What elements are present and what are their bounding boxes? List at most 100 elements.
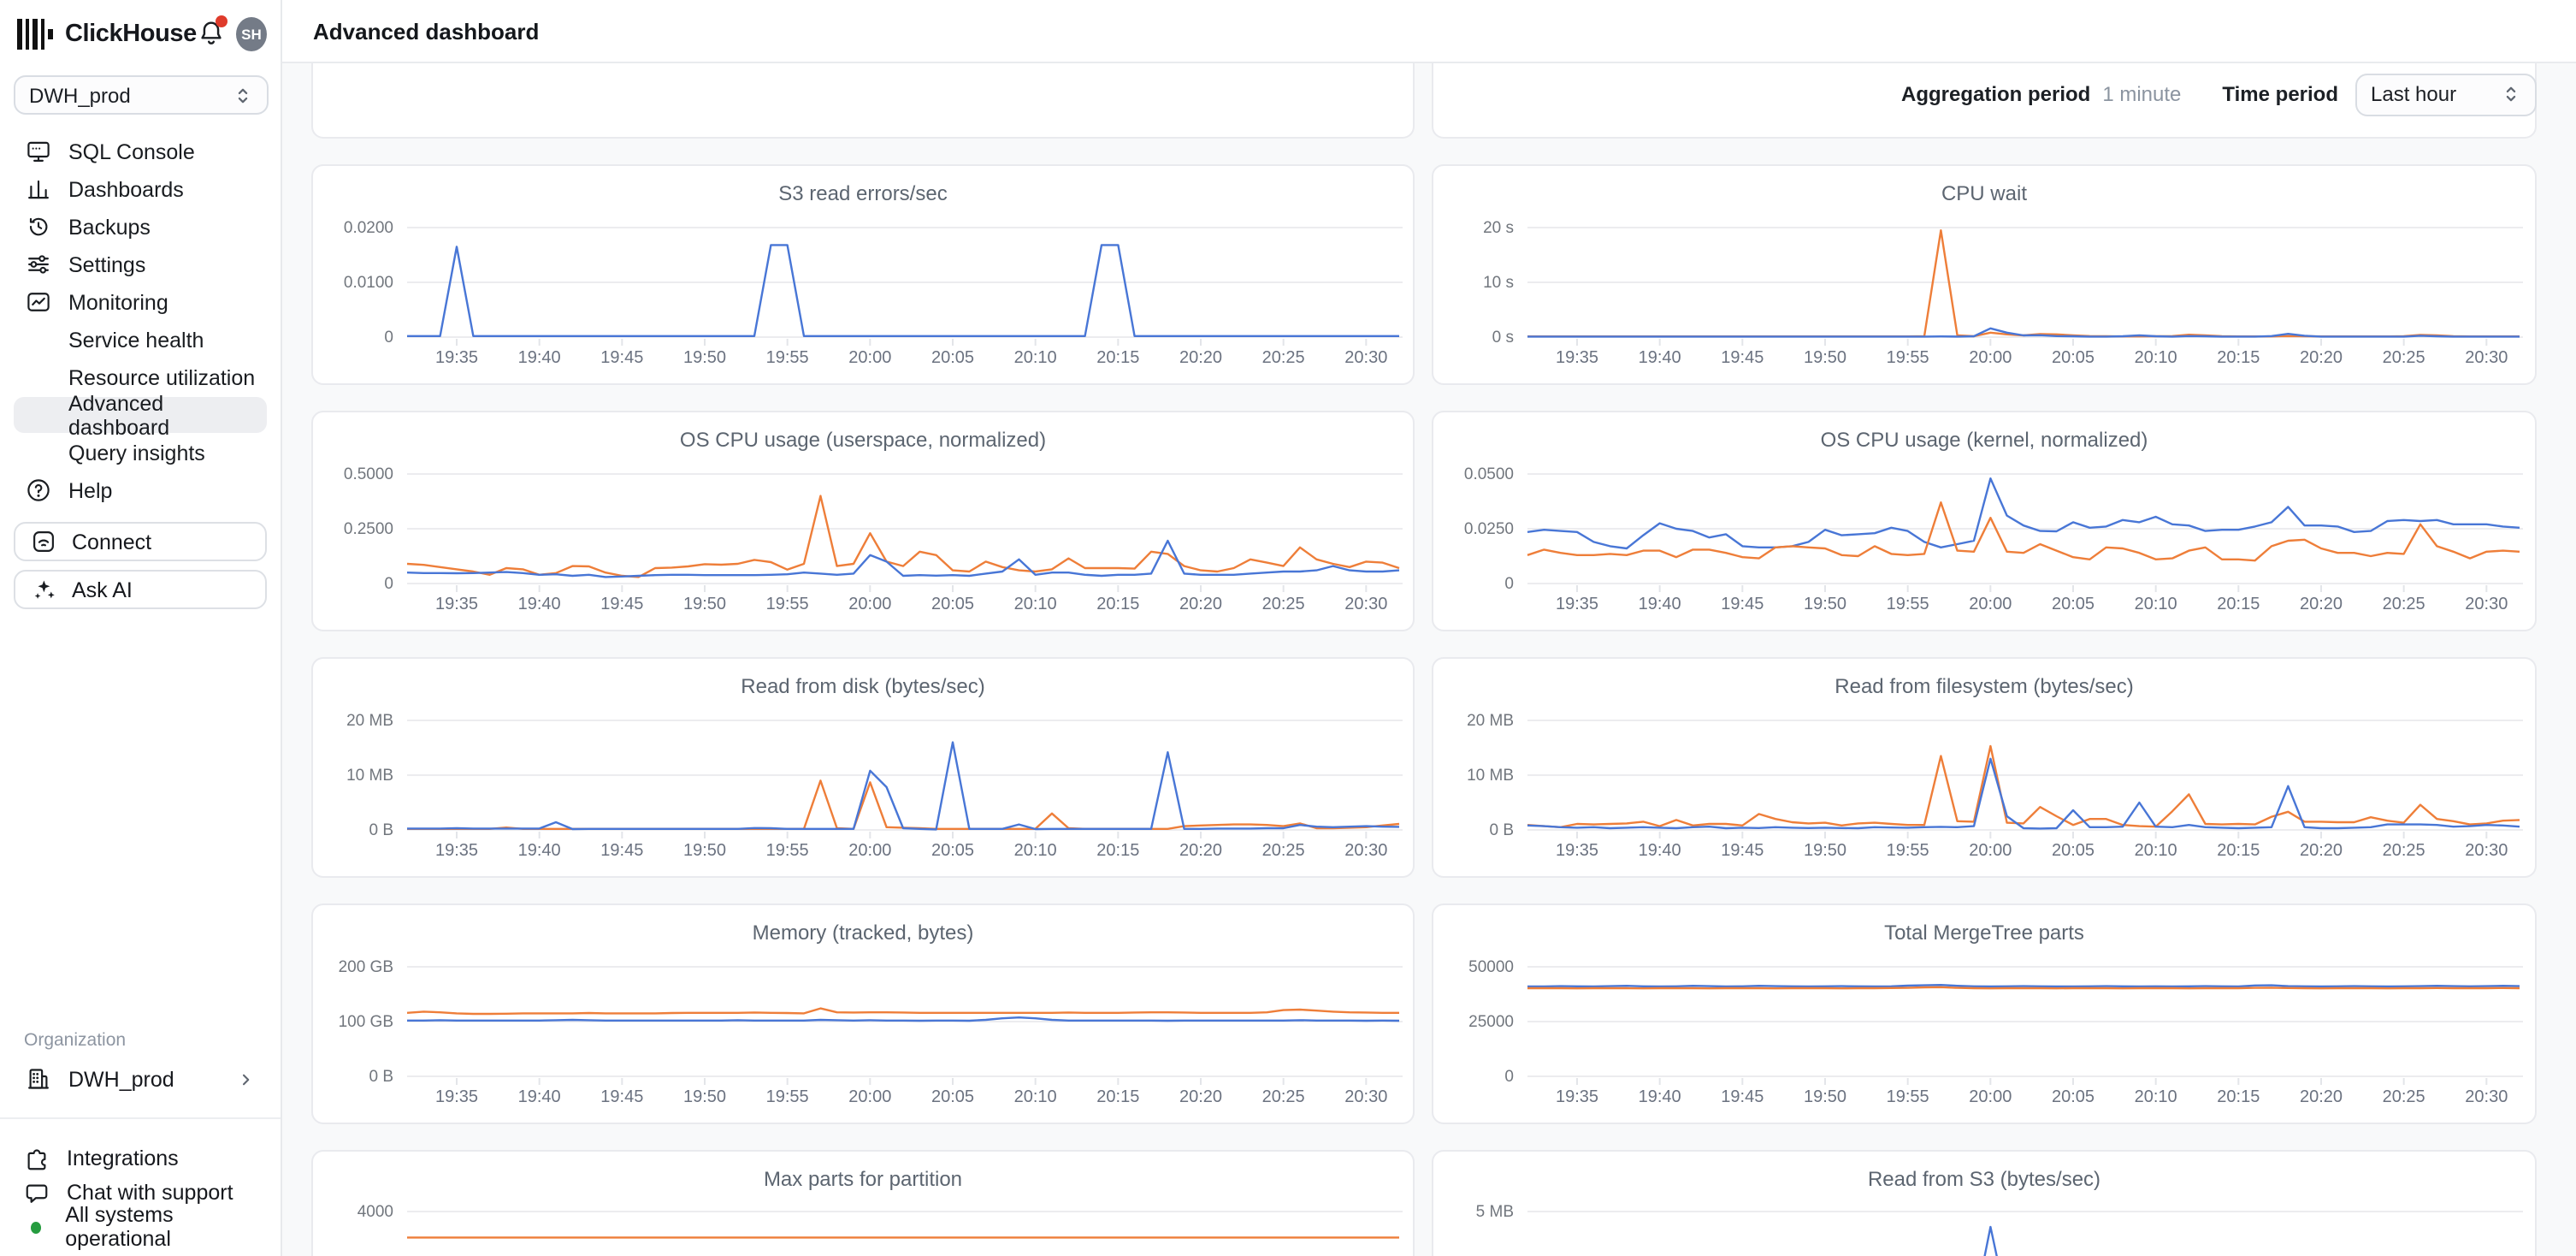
- svg-text:20:20: 20:20: [2300, 841, 2343, 860]
- notifications-bell-button[interactable]: [197, 15, 227, 50]
- svg-text:20:15: 20:15: [2217, 1087, 2260, 1106]
- svg-text:20:25: 20:25: [1262, 595, 1305, 613]
- svg-text:20:15: 20:15: [2217, 348, 2260, 367]
- svg-text:19:40: 19:40: [518, 348, 561, 367]
- series-orange: [406, 1007, 1399, 1016]
- series-orange: [1527, 744, 2520, 829]
- chart-card-max-parts-for-partition: Max parts for partition 4000200019:3519:4…: [311, 1150, 1415, 1256]
- svg-text:20:25: 20:25: [1262, 841, 1305, 860]
- svg-text:20:05: 20:05: [931, 595, 974, 613]
- chevron-updown-icon: [238, 87, 248, 103]
- sidebar-item-backups[interactable]: Backups: [14, 209, 267, 245]
- svg-text:20:05: 20:05: [2052, 348, 2094, 367]
- sidebar-item-settings[interactable]: Settings: [14, 246, 267, 282]
- svg-text:19:40: 19:40: [518, 1087, 561, 1106]
- svg-text:20:20: 20:20: [2300, 348, 2343, 367]
- svg-text:20:30: 20:30: [2465, 841, 2508, 860]
- status-dot-icon: [31, 1221, 42, 1233]
- svg-text:20:05: 20:05: [931, 841, 974, 860]
- aggregation-period-label: Aggregation period: [1901, 82, 2091, 106]
- notification-dot: [215, 15, 227, 27]
- sidebar-item-chat-support[interactable]: Chat with support: [14, 1176, 267, 1210]
- chart-plot: 50000 25000 0 19:35 19:40 19:45 19:50 19:55 20:0…: [1468, 958, 2523, 1106]
- sidebar-item-monitoring[interactable]: Monitoring: [14, 284, 267, 320]
- chevron-right-icon: [242, 1073, 250, 1085]
- chat-support-label: Chat with support: [67, 1181, 233, 1205]
- logo-text[interactable]: ClickHouse: [64, 21, 197, 48]
- series-orange: [406, 495, 1400, 578]
- svg-text:20:00: 20:00: [1969, 1087, 2012, 1106]
- svg-text:19:40: 19:40: [1639, 348, 1681, 367]
- svg-text:10 s: 10 s: [1483, 274, 1514, 292]
- svg-text:19:50: 19:50: [1804, 1087, 1846, 1106]
- chart-plot: 0.5000 0.2500 0 19:35 19:40 19:45 19:50 19:55 20…: [344, 465, 1403, 613]
- svg-text:19:35: 19:35: [435, 348, 478, 367]
- sidebar-item-service-health[interactable]: Service health: [14, 322, 267, 358]
- svg-text:20:30: 20:30: [2465, 1087, 2508, 1106]
- avatar[interactable]: SH: [235, 17, 267, 51]
- service-select[interactable]: DWH_prod: [14, 75, 269, 115]
- svg-text:20:15: 20:15: [1096, 1087, 1139, 1106]
- sidebar-item-integrations[interactable]: Integrations: [14, 1141, 267, 1176]
- svg-text:19:45: 19:45: [600, 348, 643, 367]
- chart-title: OS CPU usage (kernel, normalized): [1820, 428, 2148, 452]
- series-blue: [407, 244, 1399, 338]
- chart-card-os-cpu-usage-kernel-normalized: OS CPU usage (kernel, normalized) 0.0500 0…: [1432, 411, 2537, 631]
- svg-text:25000: 25000: [1468, 1013, 1514, 1031]
- svg-text:0 B: 0 B: [1489, 821, 1514, 839]
- chart-plot: 0.0500 0.0250 0 19:35 19:40 19:45 19:50 19:55 20…: [1464, 465, 2523, 613]
- organization-row[interactable]: DWH_prod: [14, 1061, 267, 1097]
- chart-plot: 4000200019:3519:4019:4519:5019:5520:0020…: [357, 1203, 1403, 1239]
- sidebar-item-resource-utilization[interactable]: Resource utilization: [14, 359, 267, 395]
- svg-text:20:00: 20:00: [1969, 348, 2012, 367]
- sidebar-item-help[interactable]: Help: [14, 472, 267, 508]
- settings-icon: [24, 251, 51, 278]
- series-blue: [1983, 1225, 1998, 1256]
- svg-text:0: 0: [384, 575, 393, 593]
- svg-text:0: 0: [1504, 575, 1514, 593]
- integrations-label: Integrations: [67, 1146, 179, 1170]
- svg-text:20 MB: 20 MB: [1467, 712, 1514, 730]
- svg-text:0: 0: [1504, 1068, 1514, 1086]
- sidebar-item-label: Query insights: [68, 441, 205, 465]
- svg-text:20:15: 20:15: [1096, 348, 1139, 367]
- partial-chart-card: [1432, 62, 2537, 139]
- ask-ai-button[interactable]: Ask AI: [14, 570, 267, 609]
- svg-text:20:25: 20:25: [2383, 841, 2425, 860]
- connect-button[interactable]: Connect: [14, 522, 267, 561]
- svg-text:19:35: 19:35: [1556, 595, 1598, 613]
- svg-text:20:30: 20:30: [2465, 595, 2508, 613]
- svg-text:20:05: 20:05: [931, 1087, 974, 1106]
- svg-text:20:20: 20:20: [2300, 1087, 2343, 1106]
- chart-plot: 200 GB 100 GB 0 B 19:35 19:40 19:45 19:50 19:55…: [339, 958, 1403, 1106]
- sidebar-item-dashboards[interactable]: Dashboards: [14, 171, 267, 207]
- svg-text:20:30: 20:30: [1344, 1087, 1387, 1106]
- sidebar-item-sql-console[interactable]: SQL Console: [14, 133, 267, 169]
- time-period-select[interactable]: Last hour: [2355, 73, 2537, 116]
- svg-text:20 s: 20 s: [1483, 219, 1514, 237]
- chart-card-s3-read-errors-sec: S3 read errors/sec 0.0200 0.0100 0 19:35 19:4…: [311, 164, 1415, 385]
- svg-text:20:30: 20:30: [2465, 348, 2508, 367]
- clickhouse-logo-icon[interactable]: [17, 19, 53, 50]
- chart-card-total-mergetree-parts: Total MergeTree parts 50000 25000 0 19:35 19:…: [1432, 903, 2537, 1124]
- svg-text:20:10: 20:10: [2135, 1087, 2177, 1106]
- sidebar-item-query-insights[interactable]: Query insights: [14, 435, 267, 471]
- chart-title: CPU wait: [1941, 181, 2027, 205]
- svg-text:20:05: 20:05: [931, 348, 974, 367]
- sidebar-divider: [0, 1117, 281, 1119]
- svg-text:0.5000: 0.5000: [344, 465, 393, 483]
- svg-text:20:25: 20:25: [1262, 348, 1305, 367]
- svg-text:0: 0: [384, 329, 393, 347]
- sidebar-item-advanced-dashboard[interactable]: Advanced dashboard: [14, 391, 267, 439]
- series-orange: [1527, 986, 2520, 990]
- logo-row: ClickHouse SH: [17, 15, 267, 53]
- svg-text:20:15: 20:15: [2217, 595, 2260, 613]
- help-icon: [24, 477, 51, 504]
- svg-text:19:50: 19:50: [1804, 348, 1846, 367]
- sidebar-item-system-status[interactable]: All systems operational: [14, 1203, 267, 1251]
- svg-text:20:15: 20:15: [2217, 841, 2260, 860]
- svg-text:19:35: 19:35: [435, 1087, 478, 1106]
- svg-text:20:05: 20:05: [2052, 841, 2094, 860]
- ask-ai-label: Ask AI: [72, 578, 133, 601]
- header: Advanced dashboard: [282, 0, 2576, 63]
